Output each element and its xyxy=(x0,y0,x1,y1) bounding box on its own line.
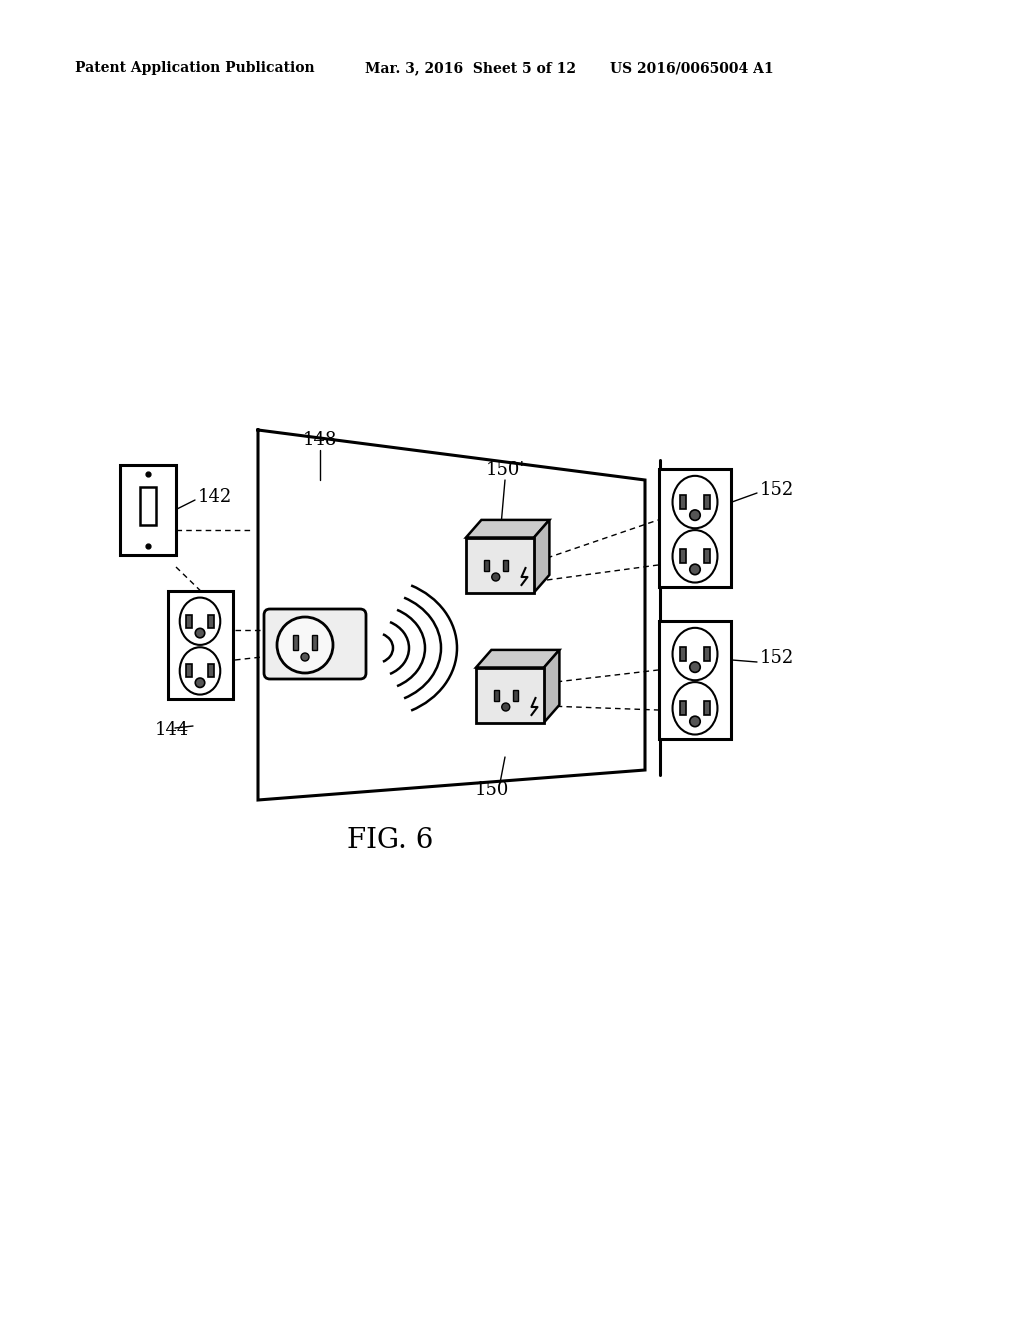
Text: FIG. 6: FIG. 6 xyxy=(347,826,433,854)
Text: Mar. 3, 2016  Sheet 5 of 12: Mar. 3, 2016 Sheet 5 of 12 xyxy=(365,61,575,75)
Text: 142: 142 xyxy=(198,488,232,506)
Bar xyxy=(659,620,731,739)
Bar xyxy=(659,469,731,587)
Bar xyxy=(483,560,488,570)
Circle shape xyxy=(690,510,700,520)
Circle shape xyxy=(278,616,333,673)
Text: 152: 152 xyxy=(760,649,795,667)
Bar xyxy=(168,591,232,700)
Polygon shape xyxy=(476,668,544,722)
Bar xyxy=(186,615,193,628)
Circle shape xyxy=(196,628,205,638)
Bar xyxy=(703,549,711,564)
Text: 148: 148 xyxy=(303,432,337,449)
Text: 144: 144 xyxy=(155,721,189,739)
Ellipse shape xyxy=(673,628,718,680)
Bar xyxy=(680,495,686,510)
Text: Patent Application Publication: Patent Application Publication xyxy=(75,61,314,75)
Ellipse shape xyxy=(180,598,220,645)
Bar xyxy=(494,689,499,701)
Ellipse shape xyxy=(673,475,718,528)
Bar xyxy=(703,495,711,510)
Ellipse shape xyxy=(673,682,718,734)
Bar xyxy=(312,635,317,649)
Text: 150': 150' xyxy=(485,461,524,479)
Bar xyxy=(120,465,176,554)
Circle shape xyxy=(492,573,500,581)
FancyBboxPatch shape xyxy=(264,609,366,678)
Circle shape xyxy=(196,678,205,688)
Ellipse shape xyxy=(180,647,220,694)
Bar xyxy=(513,689,518,701)
Circle shape xyxy=(502,704,510,711)
Bar xyxy=(703,647,711,661)
Polygon shape xyxy=(534,520,550,593)
Circle shape xyxy=(690,661,700,672)
Bar xyxy=(680,701,686,715)
Circle shape xyxy=(690,717,700,727)
Bar xyxy=(680,647,686,661)
Circle shape xyxy=(301,653,309,661)
Polygon shape xyxy=(466,537,534,593)
Bar xyxy=(140,487,156,525)
Polygon shape xyxy=(476,649,559,668)
Circle shape xyxy=(690,564,700,574)
Polygon shape xyxy=(544,649,559,722)
Bar xyxy=(703,701,711,715)
Ellipse shape xyxy=(673,531,718,582)
Text: US 2016/0065004 A1: US 2016/0065004 A1 xyxy=(610,61,773,75)
Bar xyxy=(680,549,686,564)
Polygon shape xyxy=(466,520,550,537)
Bar xyxy=(293,635,298,649)
Bar xyxy=(208,664,214,677)
Text: 152: 152 xyxy=(760,480,795,499)
Text: 150: 150 xyxy=(475,781,509,799)
Bar xyxy=(503,560,508,570)
Bar xyxy=(186,664,193,677)
Bar xyxy=(208,615,214,628)
